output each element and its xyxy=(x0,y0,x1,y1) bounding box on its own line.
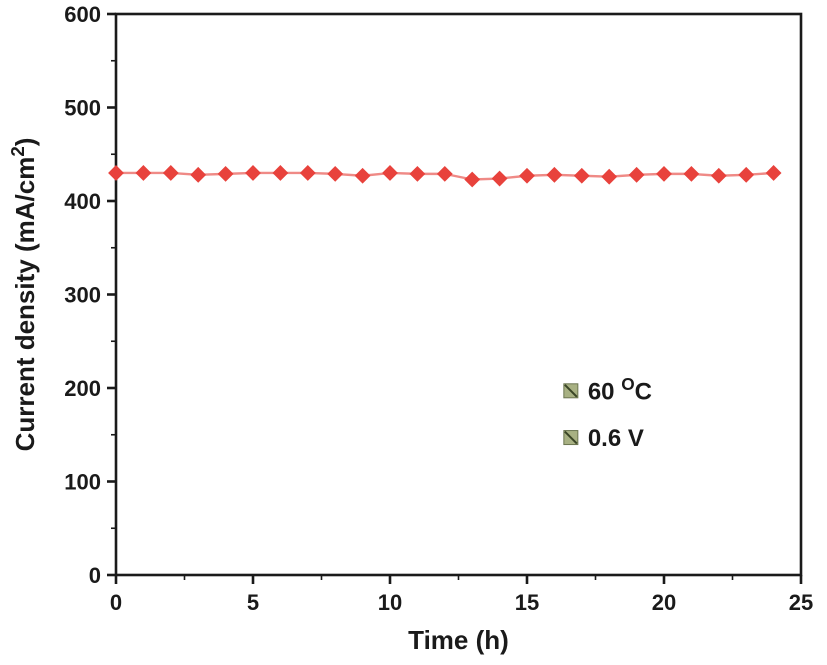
y-axis: 0 100 200 300 400 500 600 xyxy=(64,2,116,588)
data-point xyxy=(765,165,782,181)
data-point xyxy=(108,165,124,181)
series-markers xyxy=(108,165,782,188)
x-tick-label: 25 xyxy=(789,590,813,615)
y-tick-label: 100 xyxy=(64,470,101,495)
data-point xyxy=(354,167,371,184)
data-point xyxy=(299,165,316,181)
data-point xyxy=(272,165,289,181)
data-point xyxy=(162,165,179,181)
data-point xyxy=(628,166,645,183)
x-tick-label: 10 xyxy=(378,590,402,615)
data-point xyxy=(573,167,590,184)
y-tick-label: 0 xyxy=(89,563,101,588)
y-tick-label: 300 xyxy=(64,283,101,308)
x-tick-label: 20 xyxy=(652,590,676,615)
x-axis: 0 5 10 15 20 25 xyxy=(110,575,813,615)
data-point xyxy=(382,165,398,181)
data-point xyxy=(738,166,755,183)
annotation-marker-slash xyxy=(564,430,578,445)
x-tick-label: 0 xyxy=(110,590,122,615)
data-point xyxy=(464,171,481,188)
annotation-label: 60 OC xyxy=(588,374,652,405)
y-tick-label: 600 xyxy=(64,2,101,27)
x-tick-label: 15 xyxy=(515,590,539,615)
annotation-marker-slash xyxy=(564,384,578,398)
data-point xyxy=(491,170,508,187)
data-point xyxy=(245,165,261,181)
data-point xyxy=(190,166,207,183)
data-point xyxy=(656,165,672,182)
data-point xyxy=(217,165,234,182)
annotation: 0.6 V xyxy=(563,425,644,452)
data-point xyxy=(409,165,426,182)
plot-frame xyxy=(114,12,803,577)
data-point xyxy=(519,167,535,184)
y-tick-label: 500 xyxy=(64,96,101,121)
y-tick-label: 200 xyxy=(64,376,101,401)
data-point xyxy=(135,165,152,181)
data-point xyxy=(546,166,563,183)
data-point xyxy=(710,167,727,184)
x-axis-label: Time (h) xyxy=(408,625,509,655)
y-axis-label: Current density (mA/cm2) xyxy=(7,138,40,452)
annotation: 60 OC xyxy=(563,374,652,405)
annotation-label: 0.6 V xyxy=(588,425,644,452)
data-point xyxy=(436,165,453,182)
data-point xyxy=(327,165,344,182)
data-point xyxy=(683,165,700,182)
data-point xyxy=(601,168,618,185)
y-tick-label: 400 xyxy=(64,189,101,214)
x-tick-label: 5 xyxy=(247,590,259,615)
